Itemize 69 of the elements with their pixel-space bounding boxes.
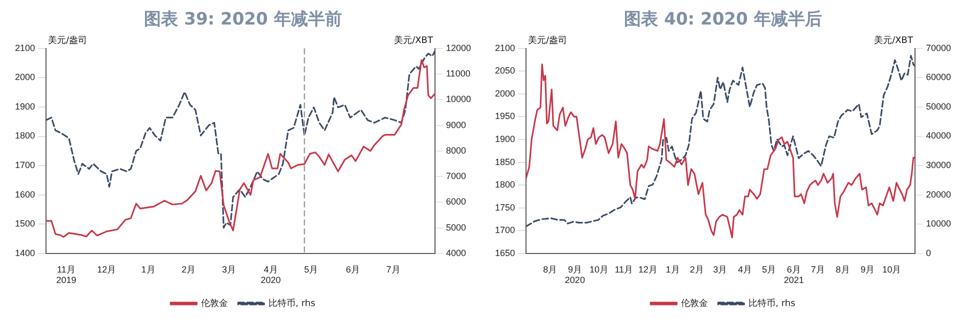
x-tick-label: 1月 [141,264,156,274]
legend-label: 伦敦金 [201,298,228,309]
x-tick-label: 7月 [386,264,400,274]
y2-tick-label: 70000 [926,42,952,53]
x-tick-label: 12月 [638,264,658,274]
x-tick-label: 6月 2021 [784,264,804,286]
y-tick-label: 1600 [14,189,36,200]
y2-tick-label: 10000 [446,94,472,104]
y2-tick-label: 12000 [446,42,472,53]
x-tick-label: 10月 [589,264,609,274]
x-tick-label: 9月 2020 [564,264,585,286]
x-tick-label: 7月 [810,264,825,274]
y-tick-label: 2000 [494,88,516,98]
y2-tick-label: 9000 [446,120,466,130]
x-tick-label: 6月 [346,264,360,274]
y-tick-label: 1400 [14,248,36,258]
y-tick-label: 2100 [14,42,36,53]
x-tick-label: 11月 2019 [56,264,76,286]
y-tick-label: 1700 [14,160,36,170]
x-tick-label: 4月 2020 [260,264,281,286]
y2-axis-title: 美元/XBT [394,35,434,46]
y-tick-label: 1500 [14,218,36,229]
y2-tick-label: 0 [926,248,931,258]
chart-title: 图表 40: 2020 年减半后 [624,10,822,30]
y2-tick-label: 40000 [926,130,952,141]
y-tick-label: 1800 [14,130,36,141]
y-tick-label: 1700 [494,225,516,236]
x-tick-label: 12月 [97,264,116,274]
y2-tick-label: 11000 [446,68,470,79]
x-tick-label: 9月 [860,264,875,274]
y-tick-label: 1800 [494,180,516,190]
legend-label: 伦敦金 [681,298,708,309]
y2-tick-label: 7000 [446,171,466,182]
y2-tick-label: 20000 [926,189,952,200]
y2-tick-label: 4000 [446,248,466,258]
x-tick-label: 8月 [836,264,850,274]
x-tick-label: 11月 [614,264,634,274]
y-tick-label: 2000 [14,72,36,82]
x-tick-label: 2月 [690,264,704,274]
x-tick-label: 5月 [762,264,776,274]
y-axis-title: 美元/盎司 [528,35,568,46]
y-tick-label: 1750 [494,202,516,212]
y-tick-label: 2050 [494,66,516,76]
y-tick-label: 1950 [494,111,516,122]
y2-tick-label: 5000 [446,222,466,232]
y-tick-label: 1850 [494,156,516,167]
x-tick-label: 10月 [882,264,902,274]
x-tick-label: 4月 [738,264,752,274]
x-tick-label: 3月 [713,264,728,274]
x-tick-label: 3月 [222,264,236,274]
y2-tick-label: 8000 [446,145,466,156]
legend-label: 比特币, rhs [268,298,316,309]
x-tick-label: 2月 [182,264,196,274]
y-tick-label: 1650 [494,248,516,258]
y2-tick-label: 30000 [926,160,952,170]
chart-title: 图表 39: 2020 年减半前 [144,10,342,30]
y-tick-label: 2100 [494,42,516,53]
y-tick-label: 1900 [14,101,36,112]
y2-axis-title: 美元/XBT [874,35,914,46]
y-tick-label: 1900 [494,134,516,144]
legend-label: 比特币, rhs [748,298,796,309]
y-axis-title: 美元/盎司 [48,35,88,46]
y2-tick-label: 50000 [926,101,952,112]
x-tick-label: 8月 [543,264,558,274]
x-tick-label: 1月 [666,264,680,274]
y2-tick-label: 60000 [926,72,952,82]
x-tick-label: 5月 [304,264,318,274]
y2-tick-label: 6000 [446,196,466,207]
y2-tick-label: 10000 [926,218,952,229]
